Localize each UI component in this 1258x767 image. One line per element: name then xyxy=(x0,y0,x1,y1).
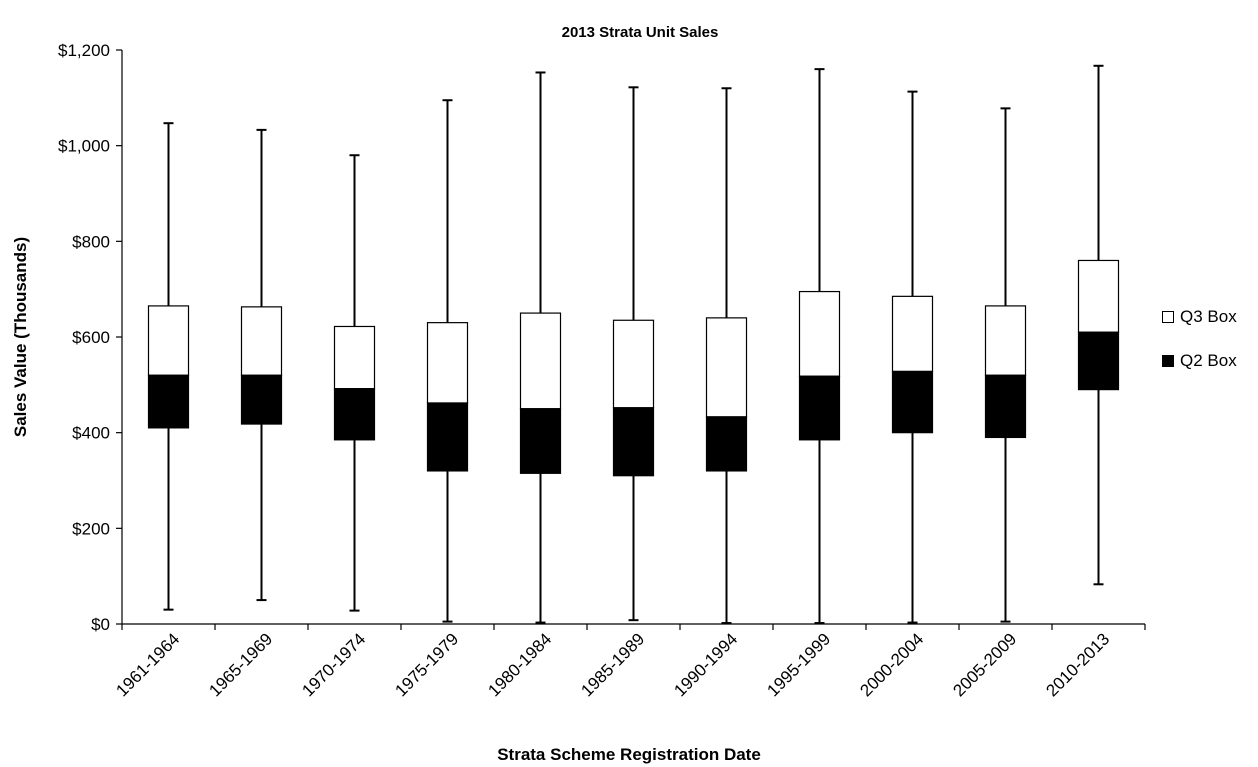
x-tick-label: 1990-1994 xyxy=(670,629,741,700)
x-tick-label: 2000-2004 xyxy=(856,629,927,700)
q2-box xyxy=(1077,331,1120,391)
x-tick-label: 1970-1974 xyxy=(298,629,369,700)
legend-swatch-q2 xyxy=(1162,355,1174,367)
x-tick-label: 2010-2013 xyxy=(1042,629,1113,700)
q3-box xyxy=(705,317,748,418)
q3-box xyxy=(612,319,655,409)
y-tick-label: $800 xyxy=(72,232,110,251)
q2-box xyxy=(147,374,190,429)
q2-box xyxy=(426,402,469,472)
x-tick-label: 1965-1969 xyxy=(205,629,276,700)
q2-box xyxy=(612,407,655,477)
q3-box xyxy=(426,322,469,404)
y-tick-label: $600 xyxy=(72,328,110,347)
q3-box xyxy=(891,295,934,373)
x-tick-label: 1995-1999 xyxy=(763,629,834,700)
x-tick-label: 1980-1984 xyxy=(484,629,555,700)
q2-box xyxy=(519,408,562,474)
q3-box xyxy=(984,305,1027,376)
x-tick-label: 1985-1989 xyxy=(577,629,648,700)
q3-box xyxy=(519,312,562,410)
q2-box xyxy=(240,374,283,425)
q3-box xyxy=(147,305,190,376)
chart-title: 2013 Strata Unit Sales xyxy=(562,24,719,41)
x-tick-label: 2005-2009 xyxy=(949,629,1020,700)
q2-box xyxy=(984,374,1027,439)
legend-item-q2: Q2 Box xyxy=(1162,350,1258,372)
y-axis-label: Sales Value (Thousands) xyxy=(11,237,30,437)
q2-box xyxy=(798,375,841,441)
legend: Q3 Box Q2 Box xyxy=(1162,306,1258,394)
y-tick-label: $1,000 xyxy=(58,137,110,156)
legend-label-q3: Q3 Box xyxy=(1180,307,1237,326)
q2-box xyxy=(333,388,376,441)
x-tick-label: 1961-1964 xyxy=(112,629,183,700)
y-tick-label: $400 xyxy=(72,424,110,443)
q3-box xyxy=(798,290,841,377)
legend-label-q2: Q2 Box xyxy=(1180,351,1237,370)
y-tick-label: $1,200 xyxy=(58,41,110,60)
q3-box xyxy=(1077,259,1120,333)
q3-box xyxy=(333,325,376,390)
y-tick-label: $200 xyxy=(72,519,110,538)
y-tick-label: $0 xyxy=(91,615,110,634)
q2-box xyxy=(705,416,748,472)
plot-area: $0 $200 $400 $600 $800 $1,000 $1,200 1961-1964 1… xyxy=(58,41,1146,700)
q3-box xyxy=(240,306,283,376)
x-tick-label: 1975-1979 xyxy=(391,629,462,700)
q2-box xyxy=(891,370,934,434)
x-axis-label: Strata Scheme Registration Date xyxy=(497,745,761,764)
legend-swatch-q3 xyxy=(1162,311,1174,323)
legend-item-q3: Q3 Box xyxy=(1162,306,1258,328)
